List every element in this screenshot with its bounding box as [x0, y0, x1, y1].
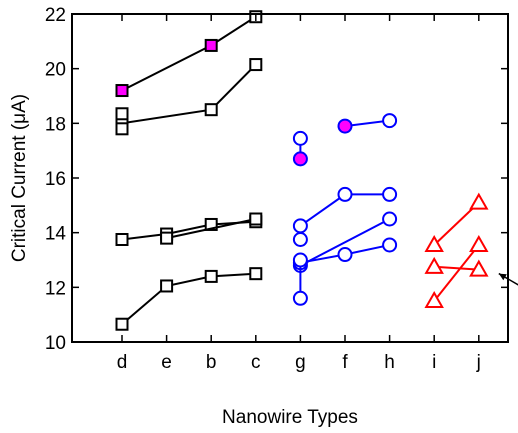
series-6 — [160, 212, 263, 245]
series-9 — [337, 113, 398, 134]
series-line — [166, 218, 257, 240]
series-line — [121, 272, 256, 325]
plot-area — [72, 14, 508, 342]
data-point-square — [115, 122, 129, 136]
series-15 — [424, 192, 489, 252]
data-point-square — [115, 84, 129, 98]
x-axis-label: Nanowire Types — [222, 407, 358, 428]
data-point-triangle — [469, 259, 489, 277]
series-line — [433, 201, 480, 246]
series-17 — [424, 256, 489, 277]
x-tick-label: c — [251, 352, 261, 373]
series-13 — [292, 252, 308, 306]
y-tick-label: 22 — [45, 5, 66, 26]
x-tick-label: f — [342, 352, 348, 373]
data-point-square — [249, 212, 263, 226]
x-tick-label: g — [295, 352, 306, 373]
data-point-circle — [382, 237, 398, 253]
data-point-triangle — [424, 256, 444, 274]
data-point-circle — [382, 186, 398, 202]
x-tick-label: b — [206, 352, 217, 373]
series-layer — [115, 10, 489, 331]
data-point-square — [249, 58, 263, 72]
x-tick-label: i — [432, 352, 436, 373]
x-tick-label: e — [161, 352, 172, 373]
y-tick-label: 12 — [45, 278, 66, 299]
data-point-square — [160, 231, 174, 245]
series-8 — [292, 130, 308, 167]
data-point-square — [204, 38, 218, 52]
data-point-square — [204, 217, 218, 231]
series-3 — [115, 107, 129, 121]
data-point-circle — [382, 113, 398, 129]
y-tick-label: 18 — [45, 114, 66, 135]
y-tick-label: 10 — [45, 333, 66, 354]
data-point-triangle — [469, 234, 489, 252]
x-tick-label: d — [117, 352, 128, 373]
data-point-triangle — [469, 192, 489, 210]
annotation-arrow-head — [498, 273, 507, 281]
data-point-circle — [337, 186, 353, 202]
x-tick-label: j — [476, 352, 481, 373]
data-point-square — [204, 103, 218, 117]
y-axis-label: Critical Current (μA) — [9, 94, 30, 262]
data-point-square — [249, 267, 263, 281]
x-tick-label: h — [384, 352, 395, 373]
data-point-circle — [292, 218, 308, 234]
data-point-circle — [337, 118, 353, 134]
data-point-triangle — [424, 234, 444, 252]
data-point-circle — [292, 151, 308, 167]
data-point-square — [115, 317, 129, 331]
data-point-circle — [292, 252, 308, 268]
series-16 — [424, 234, 489, 308]
data-point-square — [115, 107, 129, 121]
data-point-circle — [382, 211, 398, 227]
series-line — [433, 244, 480, 302]
data-point-square — [204, 269, 218, 283]
data-point-circle — [292, 290, 308, 306]
y-tick-label: 20 — [45, 60, 66, 81]
series-14 — [292, 232, 308, 247]
series-line — [434, 265, 479, 271]
series-line — [299, 218, 391, 267]
y-tick-label: 16 — [45, 169, 66, 190]
data-point-circle — [337, 247, 353, 263]
series-7 — [115, 267, 263, 331]
data-point-square — [115, 233, 129, 246]
data-point-circle — [292, 232, 308, 247]
axes-layer: 10 12 14 16 18 20 22 d e b c g f h i j — [45, 5, 509, 373]
annotation-layer — [498, 272, 518, 286]
data-point-circle — [292, 130, 308, 146]
y-tick-label: 14 — [45, 224, 67, 245]
series-10 — [292, 186, 398, 234]
data-point-square — [160, 279, 174, 293]
data-point-triangle — [424, 290, 444, 308]
series-4 — [115, 122, 129, 136]
